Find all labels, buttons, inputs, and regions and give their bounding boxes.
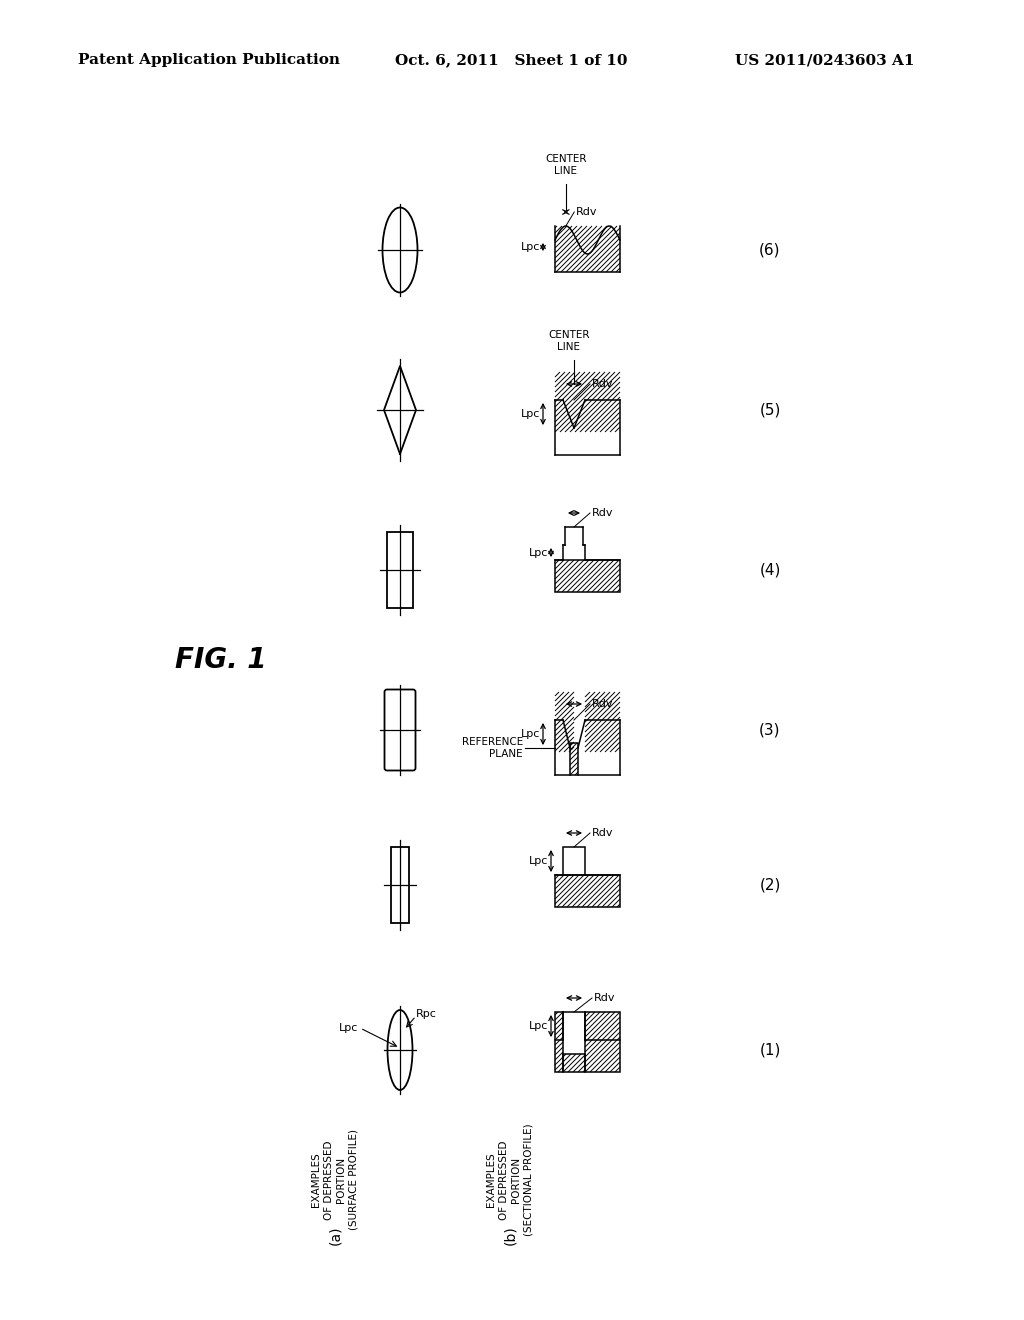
Text: Rdv: Rdv xyxy=(592,379,613,389)
Text: Lpc: Lpc xyxy=(528,855,548,866)
Text: Rpc: Rpc xyxy=(416,1008,437,1019)
Text: Rdv: Rdv xyxy=(592,828,613,838)
Text: (3): (3) xyxy=(759,722,780,738)
Bar xyxy=(563,1053,585,1072)
Bar xyxy=(555,875,620,907)
Text: EXAMPLES
OF DEPRESSED
PORTION
(SECTIONAL PROFILE): EXAMPLES OF DEPRESSED PORTION (SECTIONAL… xyxy=(486,1123,534,1237)
Text: Lpc: Lpc xyxy=(520,242,540,252)
Text: Rdv: Rdv xyxy=(592,508,613,517)
Bar xyxy=(555,560,620,591)
Text: Rdv: Rdv xyxy=(594,993,615,1003)
Bar xyxy=(555,1012,563,1072)
Text: CENTER
LINE: CENTER LINE xyxy=(545,153,587,176)
Text: (6): (6) xyxy=(759,243,780,257)
Text: Lpc: Lpc xyxy=(520,409,540,418)
Text: (2): (2) xyxy=(760,878,780,892)
Text: EXAMPLES
OF DEPRESSED
PORTION
(SURFACE PROFILE): EXAMPLES OF DEPRESSED PORTION (SURFACE P… xyxy=(311,1130,358,1230)
Text: Rdv: Rdv xyxy=(592,700,613,709)
Bar xyxy=(585,1012,620,1072)
Text: (5): (5) xyxy=(760,403,780,417)
Text: (b): (b) xyxy=(503,1225,517,1245)
Text: CENTER
LINE: CENTER LINE xyxy=(548,330,590,352)
Text: Rdv: Rdv xyxy=(577,207,598,216)
Text: (a): (a) xyxy=(328,1225,342,1245)
Text: (4): (4) xyxy=(760,562,780,578)
Text: Lpc: Lpc xyxy=(339,1023,358,1034)
Text: Patent Application Publication: Patent Application Publication xyxy=(78,53,340,67)
Bar xyxy=(563,847,585,875)
Bar xyxy=(391,847,409,923)
Text: Lpc: Lpc xyxy=(520,729,540,739)
Text: REFERENCE
PLANE: REFERENCE PLANE xyxy=(462,737,523,759)
Text: Oct. 6, 2011   Sheet 1 of 10: Oct. 6, 2011 Sheet 1 of 10 xyxy=(395,53,628,67)
Text: Lpc: Lpc xyxy=(528,548,548,557)
Text: US 2011/0243603 A1: US 2011/0243603 A1 xyxy=(735,53,914,67)
Bar xyxy=(570,743,578,775)
Text: FIG. 1: FIG. 1 xyxy=(175,645,266,675)
Text: Lpc: Lpc xyxy=(528,1020,548,1031)
Text: (1): (1) xyxy=(760,1043,780,1057)
Bar xyxy=(387,532,413,609)
